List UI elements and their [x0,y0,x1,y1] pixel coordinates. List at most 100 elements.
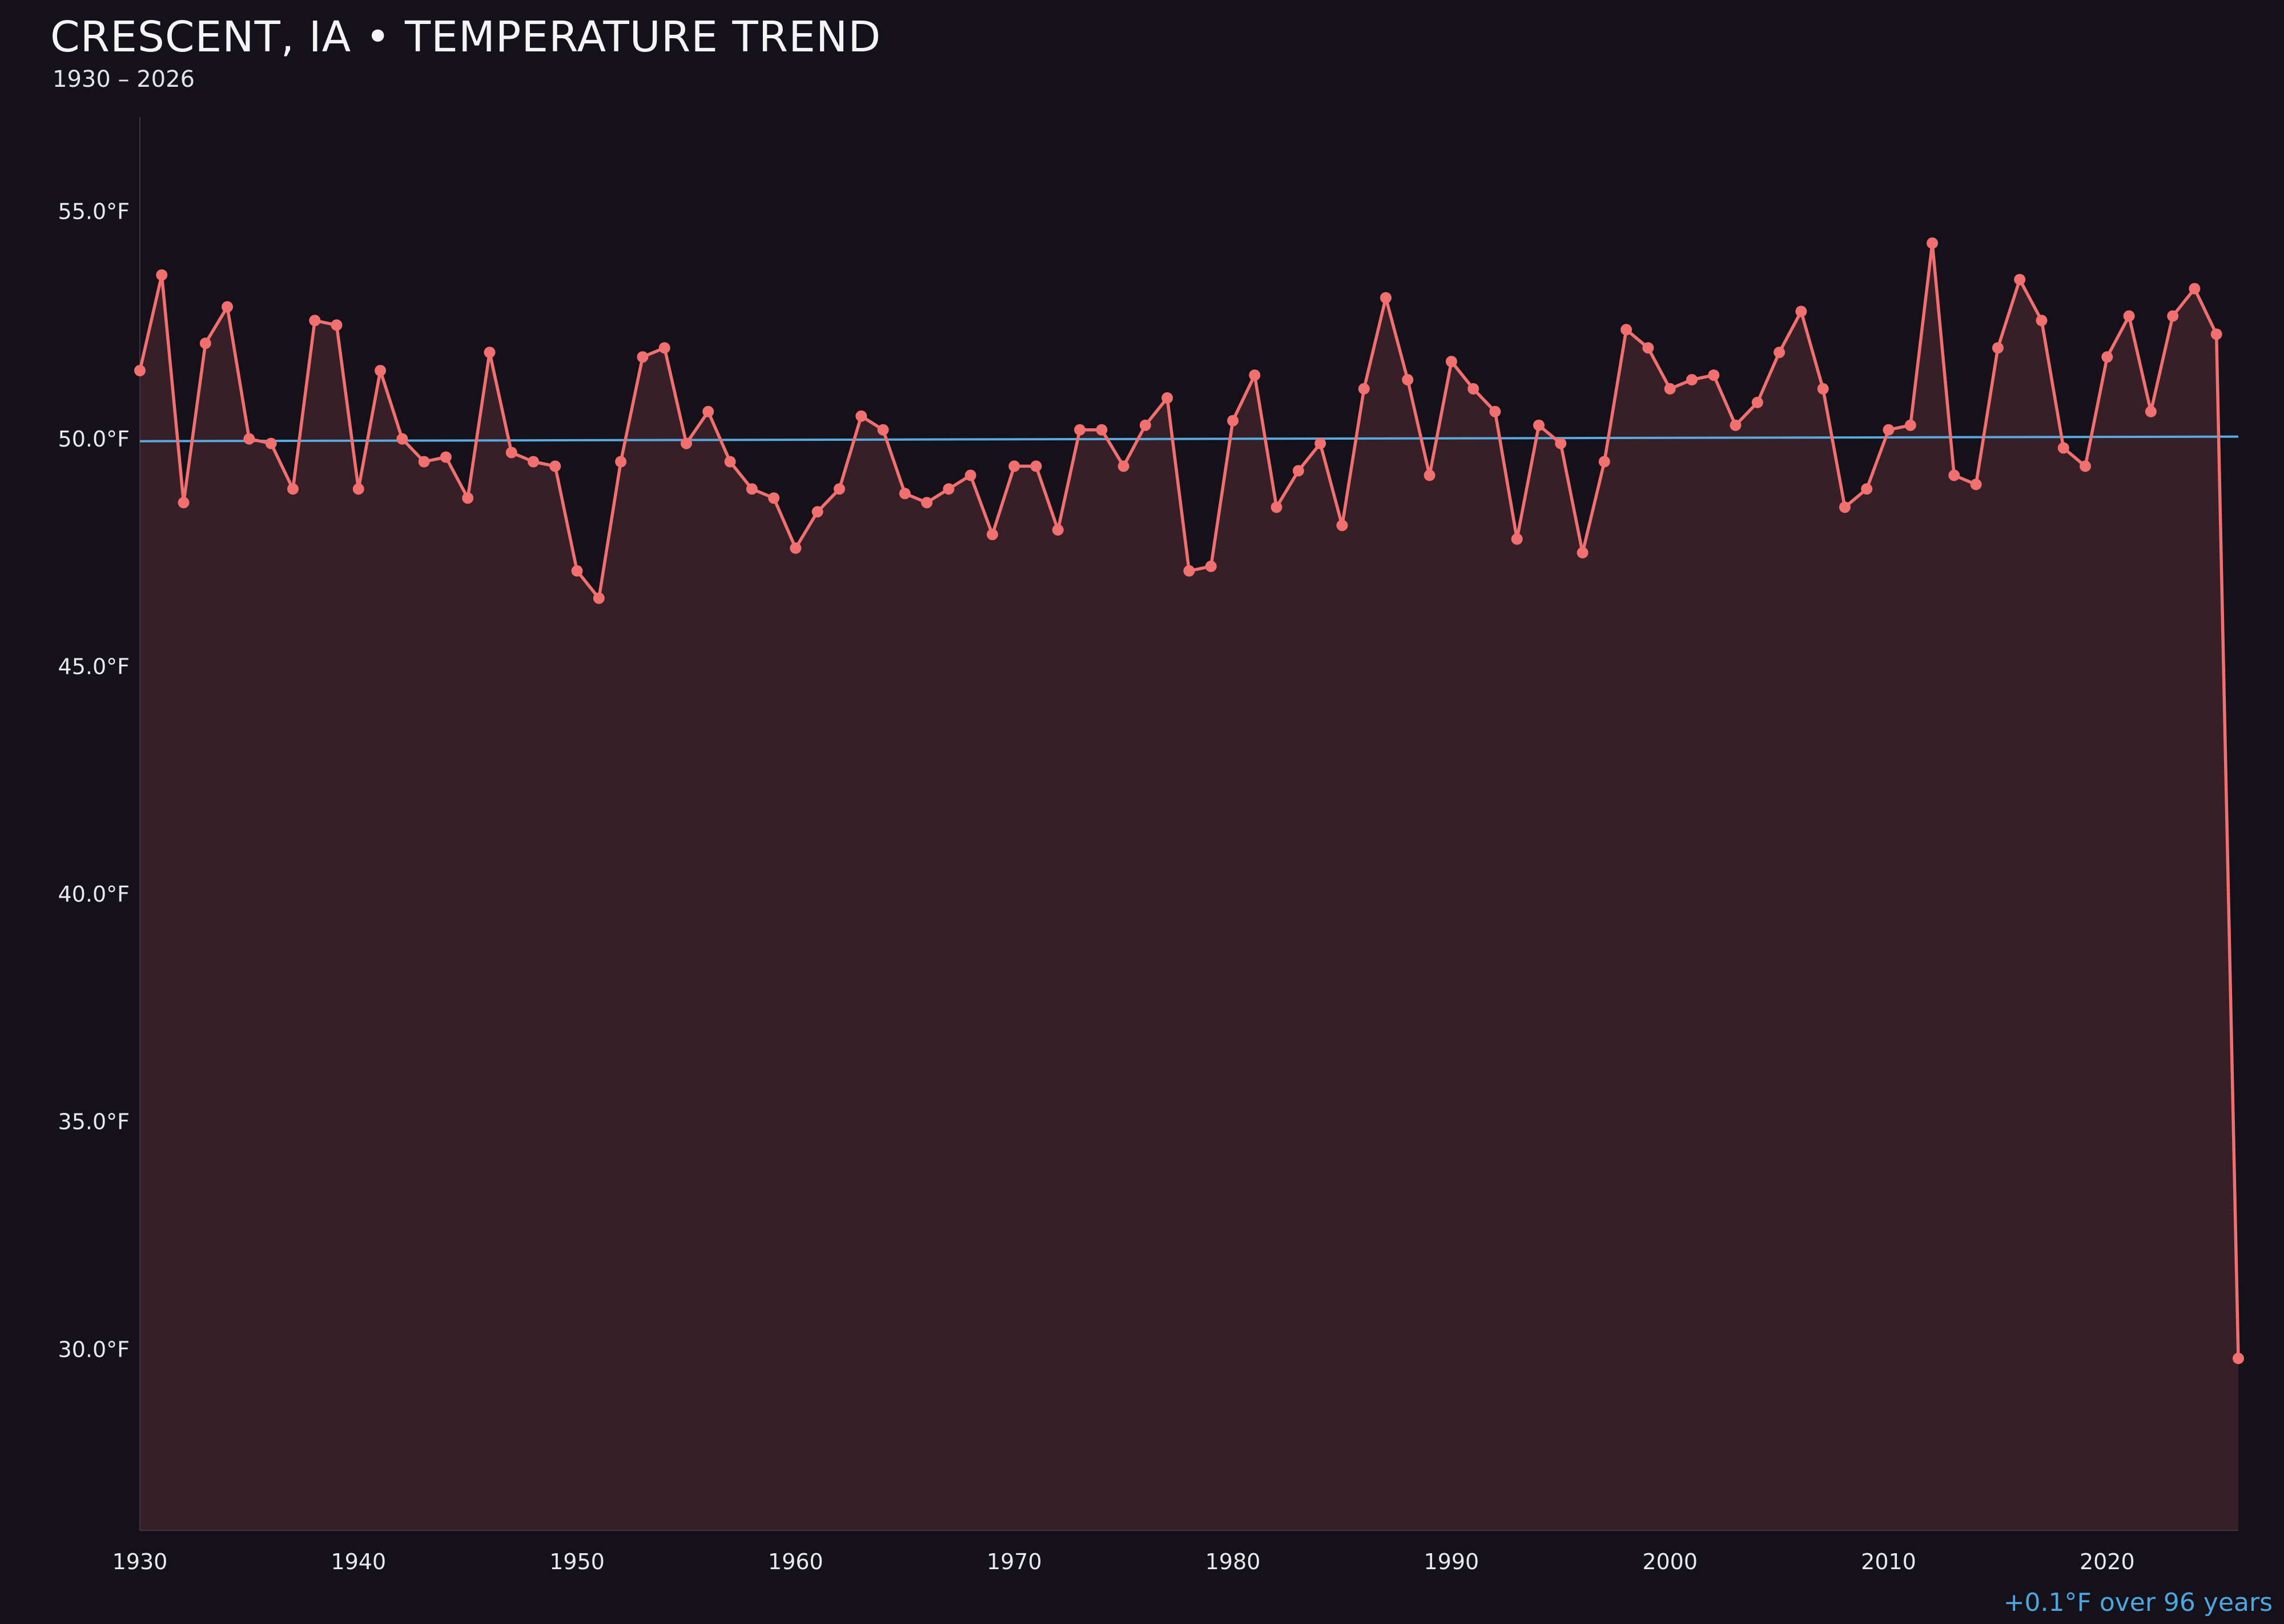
y-tick-label: 45.0°F [58,654,130,680]
area-fill [140,243,2238,1530]
data-point [1358,383,1370,395]
data-point [1424,469,1435,481]
data-point [746,483,758,495]
data-point [1642,342,1654,354]
data-point [287,483,299,495]
x-tick-label: 1930 [112,1549,168,1574]
data-point [1730,419,1742,431]
data-point [1970,479,1982,491]
data-point [375,365,387,376]
data-point [2036,315,2048,327]
data-point [178,497,190,509]
data-point [1270,501,1282,513]
data-point [834,483,845,495]
y-tick-label: 35.0°F [58,1110,130,1135]
data-point [943,483,955,495]
data-point [1992,342,2004,354]
data-point [1795,305,1807,317]
data-point [331,319,343,331]
x-tick-label: 1950 [549,1549,605,1574]
data-point [484,347,496,359]
data-point [571,565,583,577]
y-tick-label: 40.0°F [58,882,130,907]
data-point [1861,483,1873,495]
data-point [1620,324,1632,336]
data-point [309,315,321,327]
data-point [1445,356,1457,368]
data-point [1708,369,1720,381]
data-point [1467,383,1479,395]
data-point [2233,1352,2244,1364]
data-point [637,351,649,363]
data-point [1555,437,1567,449]
x-tick-label: 1990 [1424,1549,1479,1574]
data-point [396,433,408,445]
data-point [1117,460,1129,472]
data-point [2210,328,2222,340]
data-point [1577,546,1589,558]
data-point [987,529,998,540]
data-point [2014,274,2026,286]
data-point [855,410,867,422]
data-point [1314,437,1326,449]
data-point [658,342,670,354]
data-point [790,542,802,554]
data-point [768,492,780,504]
data-point [1948,469,1960,481]
trend-summary-label: +0.1°F over 96 years [2003,1588,2273,1617]
trend-line [139,435,2239,443]
data-point [1927,237,1939,249]
x-tick-label: 2020 [2080,1549,2135,1574]
data-point [1249,369,1261,381]
data-point [1839,501,1851,513]
data-point [593,592,605,604]
data-point [1598,456,1610,468]
data-point [1883,424,1895,436]
data-point [1074,424,1086,436]
data-point [724,456,736,468]
data-point [134,365,146,376]
chart-header: CRESCENT, IA • TEMPERATURE TREND 1930 – … [50,13,881,93]
data-point [1139,419,1151,431]
y-tick-label: 50.0°F [58,427,130,452]
data-point [1774,347,1786,359]
chart-title: CRESCENT, IA • TEMPERATURE TREND [50,13,882,62]
data-point [243,433,255,445]
data-point [2123,310,2135,322]
data-point [1686,374,1698,385]
data-point [1052,524,1064,536]
y-tick-label: 55.0°F [58,199,130,224]
data-point [2101,351,2113,363]
data-point [2167,310,2179,322]
x-tick-label: 1960 [768,1549,823,1574]
data-point [1904,419,1916,431]
data-point [702,405,714,417]
data-point [921,497,933,509]
data-point [964,469,976,481]
data-point [615,456,627,468]
y-tick-label: 30.0°F [58,1337,130,1362]
data-point [440,451,452,463]
x-tick-label: 1970 [987,1549,1042,1574]
data-point [1205,560,1217,572]
data-point [528,456,540,468]
data-point [1489,405,1501,417]
data-point [2080,460,2091,472]
x-tick-label: 2010 [1861,1549,1916,1574]
x-tick-label: 2000 [1642,1549,1698,1574]
data-point [1030,460,1042,472]
data-point [877,424,889,436]
data-point [2189,283,2201,295]
data-point [505,447,517,459]
data-point [811,506,823,518]
data-point [265,437,277,449]
data-point [1380,292,1392,304]
data-point [2057,442,2069,454]
chart-subtitle: 1930 – 2026 [53,66,195,93]
data-point [1664,383,1676,395]
data-point [1533,419,1545,431]
x-tick-label: 1980 [1205,1549,1261,1574]
data-point [1096,424,1108,436]
